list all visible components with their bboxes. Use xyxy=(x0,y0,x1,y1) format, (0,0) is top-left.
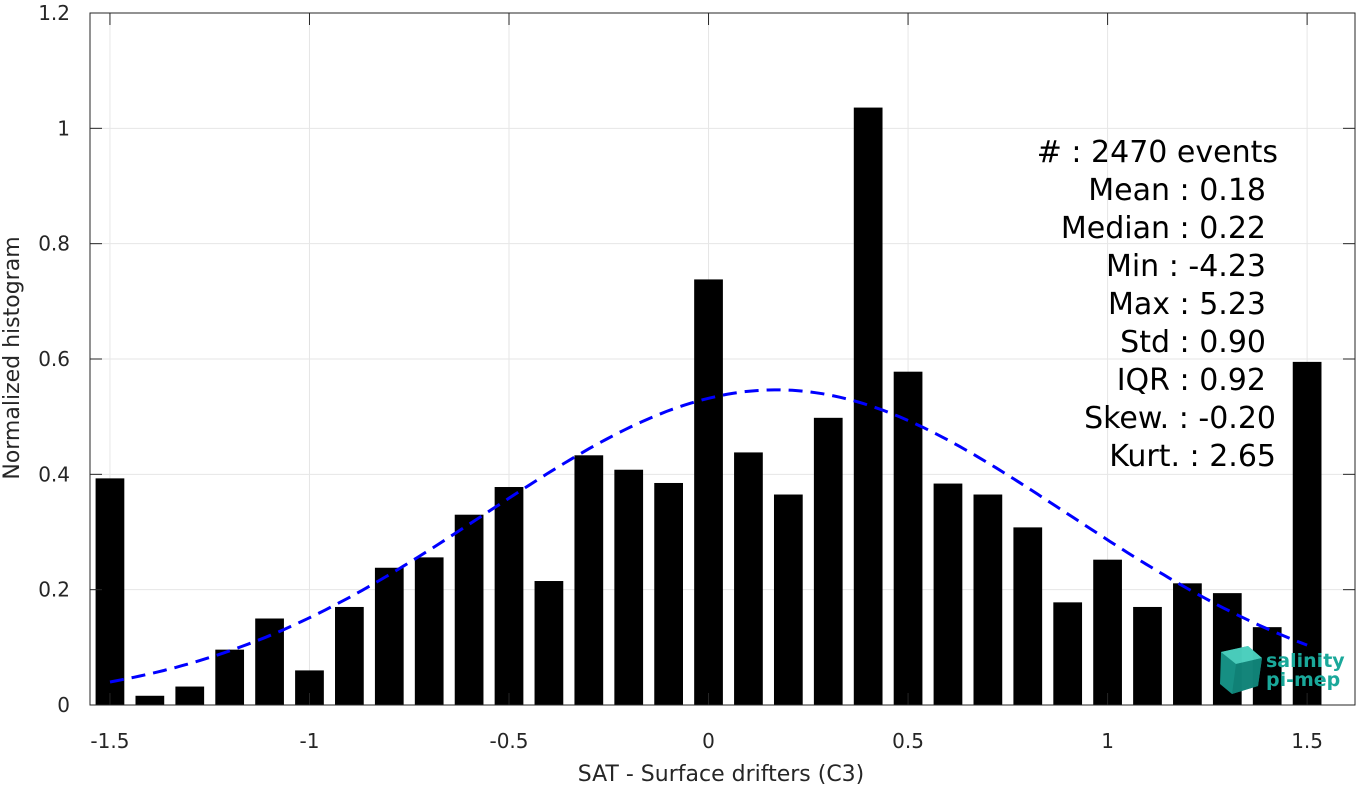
y-tick-label: 0.4 xyxy=(38,462,70,486)
histogram-bar xyxy=(773,494,803,705)
salinity-pi-mep-logo: salinity pi-mep xyxy=(1220,646,1345,694)
histogram-bar xyxy=(853,107,883,705)
histogram-bar xyxy=(215,649,245,705)
y-tick-label: 0.6 xyxy=(38,347,70,371)
logo-line-2: pi-mep xyxy=(1266,669,1340,691)
y-tick-labels: 0 0.2 0.4 0.6 0.8 1 1.2 xyxy=(38,1,70,717)
histogram-bar xyxy=(933,483,963,705)
histogram-bar xyxy=(374,567,404,705)
y-tick-label: 0 xyxy=(57,693,70,717)
stat-min: Min : -4.23 xyxy=(1106,249,1266,284)
x-axis-label: SAT - Surface drifters (C3) xyxy=(578,762,865,785)
normal-fit-curve xyxy=(109,388,1308,684)
stat-events: # : 2470 events xyxy=(1037,135,1278,170)
histogram-bar xyxy=(534,581,564,705)
x-tick-label: -1.5 xyxy=(90,729,129,753)
y-axis-label: Normalized histogram xyxy=(0,236,25,479)
histogram-bar xyxy=(1292,361,1322,705)
histogram-bar xyxy=(973,494,1003,705)
y-tick-label: 1.2 xyxy=(38,1,70,25)
y-tick-label: 1 xyxy=(57,116,70,140)
axis-ticks xyxy=(90,12,1355,706)
histogram-bar xyxy=(654,482,683,705)
stat-max: Max : 5.23 xyxy=(1108,287,1266,322)
histogram-bar xyxy=(734,452,763,705)
histogram-bar xyxy=(1133,606,1162,705)
x-tick-label: 1 xyxy=(1101,729,1114,753)
histogram-bar xyxy=(494,487,524,705)
stat-iqr: IQR : 0.92 xyxy=(1117,363,1266,398)
stat-skew: Skew. : -0.20 xyxy=(1084,401,1276,436)
x-tick-label: -0.5 xyxy=(489,729,528,753)
histogram-bar xyxy=(414,557,444,705)
stat-median: Median : 0.22 xyxy=(1061,211,1266,246)
histogram-bar xyxy=(694,279,723,705)
histogram-bar xyxy=(614,469,644,705)
stat-kurt: Kurt. : 2.65 xyxy=(1109,439,1276,474)
histogram-bar xyxy=(1093,559,1122,705)
histogram-bars xyxy=(95,107,1322,705)
histogram-bar xyxy=(893,371,923,705)
histogram-bar xyxy=(574,455,604,705)
x-tick-label: 1.5 xyxy=(1291,729,1323,753)
histogram-bar xyxy=(175,686,205,705)
histogram-bar xyxy=(1053,602,1083,705)
x-tick-label: -1 xyxy=(300,729,320,753)
cube-logo-icon xyxy=(1220,646,1262,694)
logo-line-1: salinity xyxy=(1266,650,1345,672)
histogram-bar xyxy=(1013,527,1043,705)
x-tick-labels: -1.5 -1 -0.5 0 0.5 1 1.5 xyxy=(90,729,1323,753)
y-tick-label: 0.8 xyxy=(38,232,70,256)
histogram-bar xyxy=(454,514,484,705)
histogram-bar xyxy=(335,606,364,705)
histogram-bar xyxy=(1173,583,1202,705)
stat-mean: Mean : 0.18 xyxy=(1088,173,1266,208)
x-tick-label: 0 xyxy=(702,729,715,753)
histogram-bar xyxy=(813,417,843,705)
x-tick-label: 0.5 xyxy=(892,729,924,753)
histogram-bar xyxy=(135,695,165,705)
statistics-box: # : 2470 events Mean : 0.18 Median : 0.2… xyxy=(1037,135,1278,474)
histogram-bar xyxy=(95,478,125,705)
y-tick-label: 0.2 xyxy=(38,578,70,602)
stat-std: Std : 0.90 xyxy=(1120,325,1266,360)
